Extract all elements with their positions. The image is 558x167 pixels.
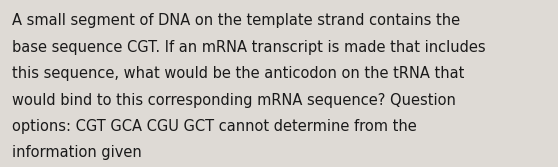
Text: this sequence, what would be the anticodon on the tRNA that: this sequence, what would be the anticod… — [12, 66, 465, 81]
Text: base sequence CGT. If an mRNA transcript is made that includes: base sequence CGT. If an mRNA transcript… — [12, 40, 486, 55]
Text: information given: information given — [12, 145, 142, 160]
Text: options: CGT GCA CGU GCT cannot determine from the: options: CGT GCA CGU GCT cannot determin… — [12, 119, 417, 134]
Text: would bind to this corresponding mRNA sequence? Question: would bind to this corresponding mRNA se… — [12, 93, 456, 108]
Text: A small segment of DNA on the template strand contains the: A small segment of DNA on the template s… — [12, 13, 460, 28]
